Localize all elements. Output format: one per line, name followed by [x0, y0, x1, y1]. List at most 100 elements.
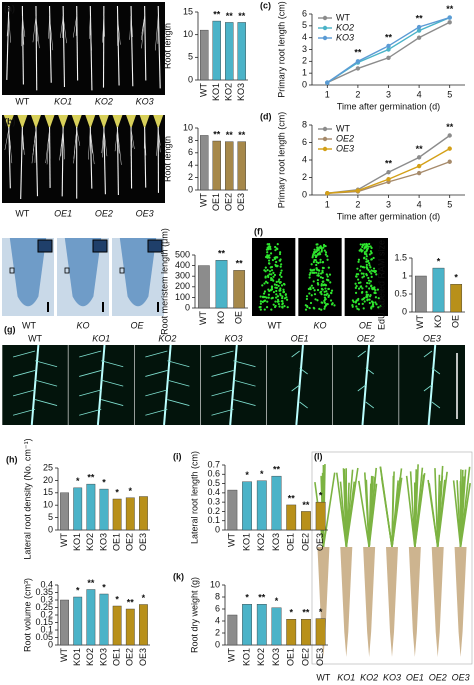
edu-spot	[278, 259, 282, 262]
y-axis-label: Root dry weight (g)	[189, 577, 199, 653]
edu-spot	[315, 243, 318, 246]
edu-spot	[313, 259, 316, 262]
y-tick-label: 0.5	[394, 288, 407, 298]
edu-spot	[315, 260, 318, 264]
edu-spot	[359, 265, 363, 268]
lateral-root	[431, 401, 441, 409]
bar	[315, 501, 326, 531]
y-tick-label: 10	[183, 29, 193, 39]
edu-spot	[278, 252, 282, 256]
y-axis-label: Lateral root length (cm)	[189, 451, 199, 544]
edu-spot	[310, 284, 313, 287]
root	[72, 15, 77, 38]
edu-spot	[275, 260, 278, 264]
inset-box	[147, 239, 163, 253]
edu-spot	[268, 270, 272, 273]
y-axis-label: Lateral root density (No. cm⁻¹)	[22, 438, 32, 559]
sample-label: KO1	[54, 96, 72, 106]
edu-spot	[363, 251, 367, 254]
y-tick-label: 0.2	[207, 506, 220, 516]
significance: *	[76, 585, 80, 595]
edu-spot	[313, 293, 317, 296]
y-tick-label: 0	[302, 189, 307, 199]
edu-spot	[263, 282, 266, 285]
edu-spot	[367, 245, 370, 248]
root	[46, 128, 50, 165]
bar	[73, 487, 83, 531]
root-mass	[431, 547, 444, 657]
photo	[2, 2, 165, 95]
bar	[233, 270, 246, 309]
y-tick-label: 2	[302, 172, 307, 182]
root	[4, 128, 10, 151]
edu-spot	[324, 244, 327, 248]
edu-spot	[327, 287, 330, 291]
edu-spot	[270, 277, 273, 280]
edu-spot	[371, 303, 375, 306]
bar	[237, 141, 246, 191]
significance: *	[115, 594, 119, 604]
edu-spot	[270, 308, 273, 311]
y-tick-label: 2	[188, 172, 193, 182]
edu-spot	[323, 301, 326, 304]
root	[49, 15, 54, 51]
panel-letter: (b)	[4, 116, 16, 126]
y-axis-label: Root meristem length (μm)	[159, 228, 169, 335]
lateral-root	[167, 399, 190, 406]
edu-spot	[312, 280, 315, 283]
edu-spot	[323, 299, 326, 303]
significance: *	[245, 593, 249, 603]
edu-spot	[274, 300, 277, 303]
significance: *	[102, 582, 106, 592]
edu-spot	[270, 278, 273, 282]
shoot	[58, 115, 69, 129]
edu-spot	[315, 254, 318, 257]
edu-spot	[366, 295, 369, 298]
edu-spot	[372, 270, 375, 273]
edu-spot	[357, 281, 361, 285]
significance: **	[302, 608, 310, 618]
edu-spot	[269, 266, 272, 269]
edu-spot	[368, 262, 371, 265]
edu-spot	[319, 261, 322, 264]
y-tick-label: 2	[215, 627, 220, 637]
edu-spot	[370, 275, 373, 278]
edu-spot	[286, 306, 289, 309]
lateral-root	[357, 384, 367, 392]
bar	[286, 504, 297, 531]
sample-label: OE	[359, 320, 373, 330]
y-tick-label: 15	[43, 487, 53, 497]
edu-spot	[359, 269, 362, 272]
edu-spot	[361, 298, 364, 301]
edu-spot	[354, 286, 357, 289]
root	[8, 15, 11, 43]
lateral-root	[365, 401, 375, 409]
main-root	[229, 344, 238, 426]
point	[416, 24, 422, 30]
x-tick-label: OE3	[138, 533, 148, 551]
x-tick-label: OE2	[224, 193, 234, 211]
significance: **	[416, 144, 424, 154]
sample-label: KO	[76, 320, 89, 330]
significance: *	[142, 593, 146, 603]
sample-label: WT	[28, 333, 42, 343]
edu-spot	[318, 307, 321, 310]
point	[386, 43, 391, 49]
edu-spot	[266, 247, 270, 250]
significance: **	[416, 13, 424, 23]
sample-label: OE2	[95, 208, 113, 218]
significance: **	[226, 11, 234, 21]
edu-spot	[325, 273, 328, 276]
bar	[286, 619, 297, 646]
root	[22, 15, 25, 45]
edu-spot	[320, 284, 323, 287]
significance: *	[115, 487, 119, 497]
edu-spot	[273, 273, 276, 277]
x-tick-label: WT	[59, 533, 69, 547]
significance: **	[226, 130, 234, 140]
edu-spot	[372, 256, 375, 260]
edu-spot	[306, 304, 309, 308]
lateral-root	[79, 370, 102, 377]
edu-spot	[329, 281, 332, 284]
edu-spot	[308, 276, 311, 279]
